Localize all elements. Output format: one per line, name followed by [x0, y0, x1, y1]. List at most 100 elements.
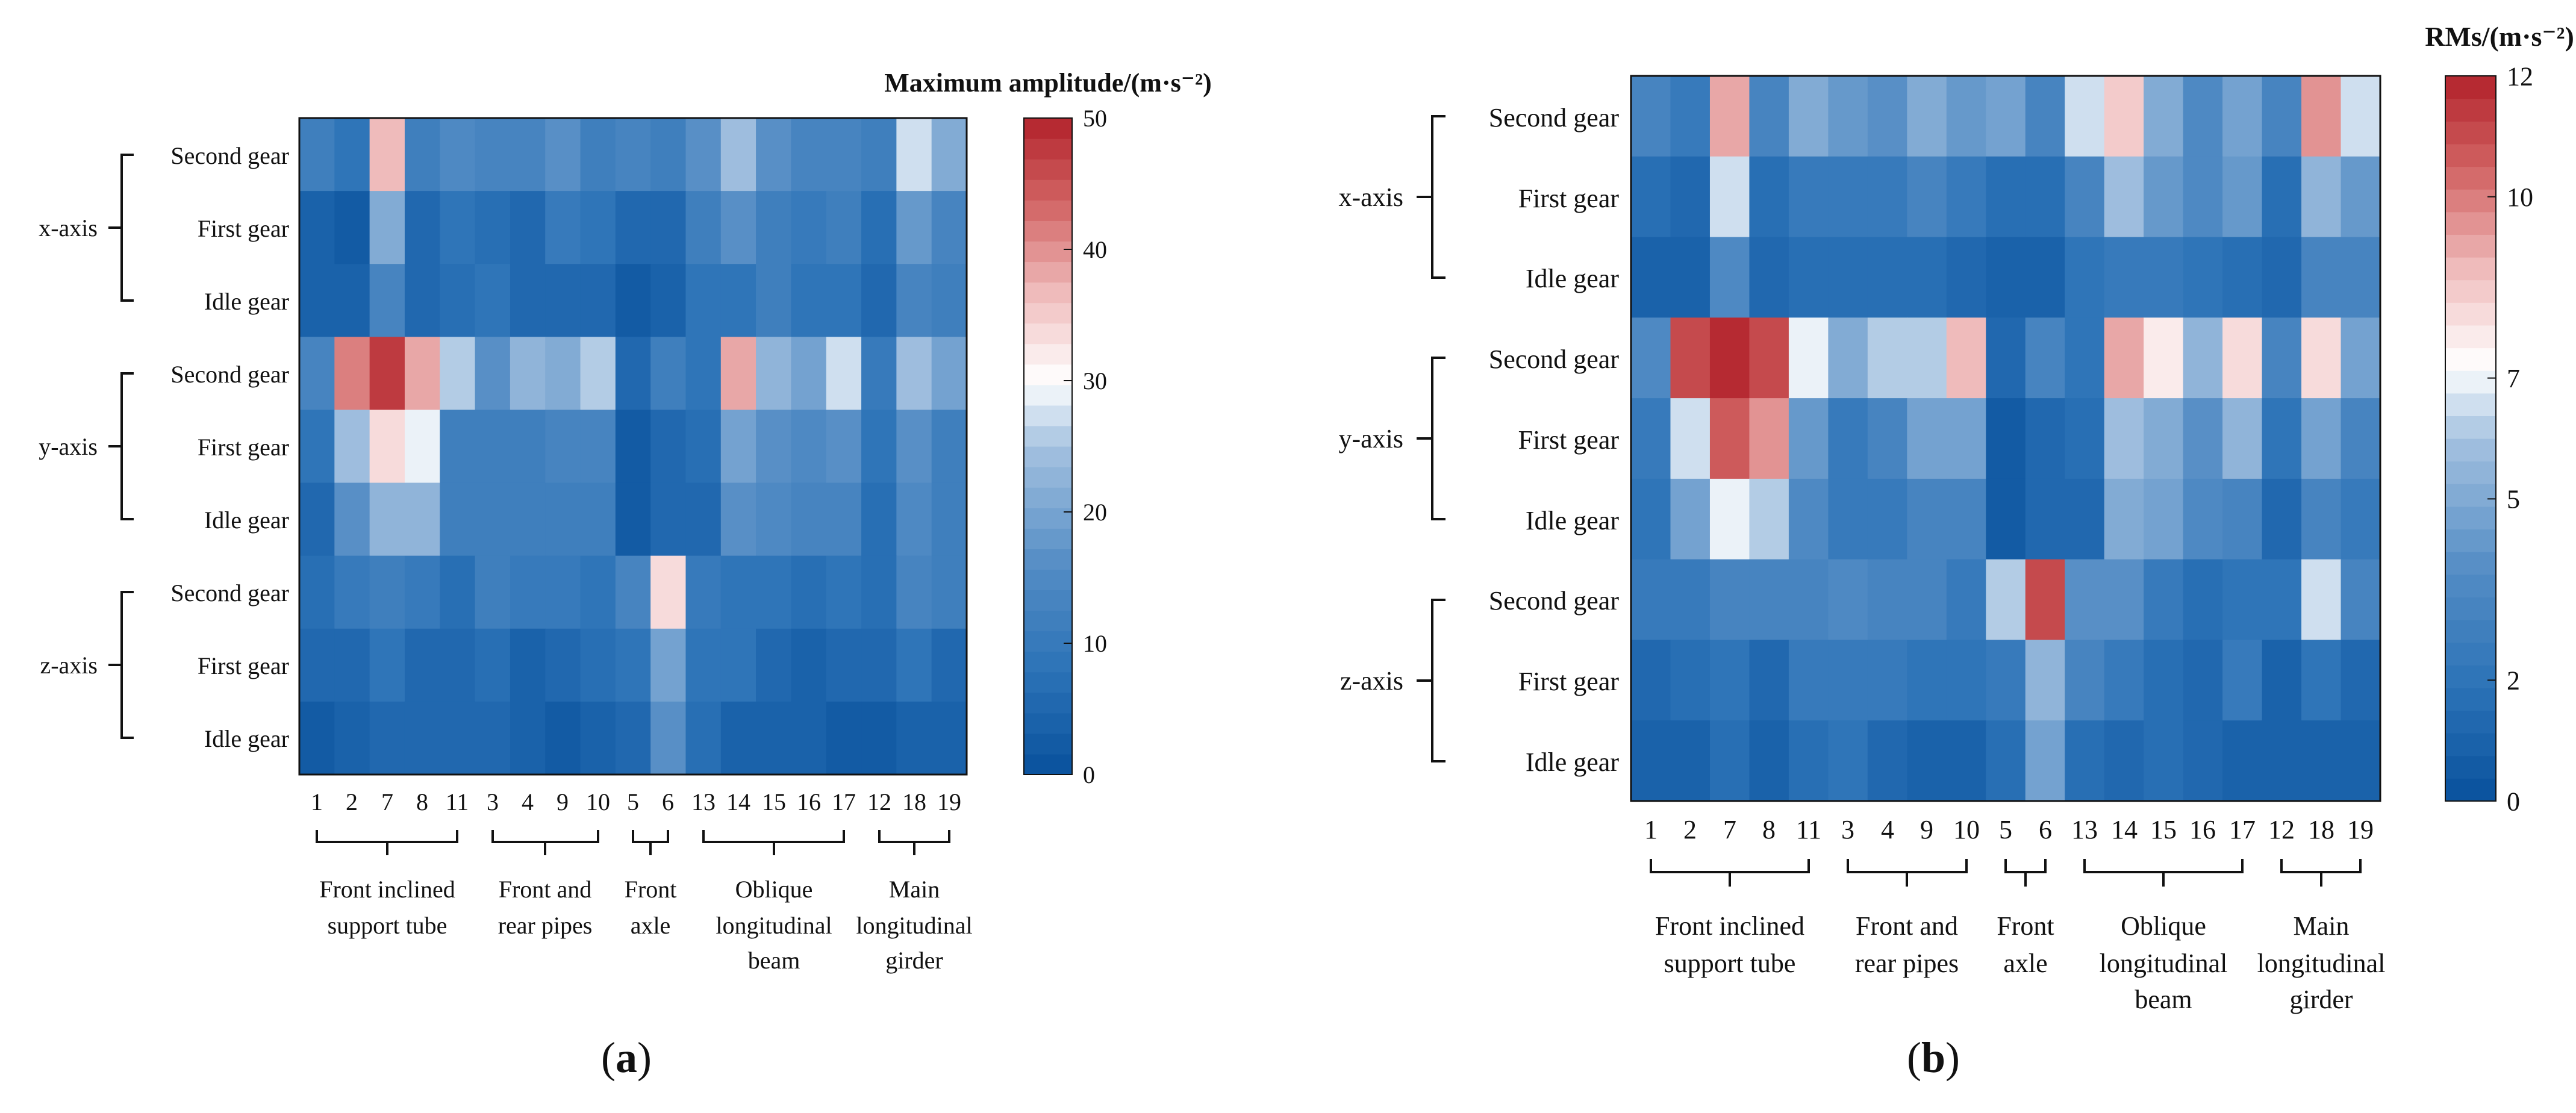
heatmap-cell: [1631, 237, 1671, 318]
b-x-tick-label: 14: [2111, 815, 2138, 844]
heatmap-cell: [2183, 398, 2223, 479]
b-x-tick-label: 18: [2308, 815, 2334, 844]
colorbar-segment: [1024, 241, 1072, 263]
heatmap-cell: [1709, 237, 1750, 318]
colorbar-segment: [1024, 200, 1072, 221]
heatmap-cell: [861, 701, 897, 775]
heatmap-cell: [2301, 156, 2342, 238]
heatmap-cell: [615, 337, 651, 411]
heatmap-cell: [299, 555, 335, 629]
heatmap-cell: [1749, 720, 1789, 802]
heatmap-cell: [685, 410, 722, 484]
heatmap-cell: [440, 701, 476, 775]
heatmap-cell: [1631, 640, 1671, 721]
heatmap-cell: [1631, 317, 1671, 399]
a-bracket-z-axis: [108, 591, 134, 739]
heatmap-cell: [791, 337, 827, 411]
heatmap-cell: [2065, 478, 2105, 560]
colorbar-segment: [2445, 257, 2496, 281]
heatmap-cell: [2065, 237, 2105, 318]
heatmap-cell: [826, 628, 862, 702]
heatmap-cell: [334, 555, 370, 629]
heatmap-cell: [1788, 478, 1829, 560]
a-colorbar: [1024, 118, 1072, 775]
heatmap-cell: [1986, 237, 2026, 318]
heatmap-cell: [2025, 398, 2065, 479]
heatmap-cell: [931, 337, 967, 411]
a-row-label: First gear: [198, 434, 289, 461]
heatmap-cell: [2341, 720, 2381, 802]
heatmap-cell: [615, 191, 651, 264]
a-y-group-label: x-axis: [39, 214, 98, 242]
a-group-label: support tube: [328, 912, 448, 939]
colorbar-segment: [1024, 282, 1072, 304]
heatmap-cell: [896, 118, 932, 192]
heatmap-cell: [2183, 317, 2223, 399]
heatmap-cell: [1946, 237, 1986, 318]
a-group-label: axle: [631, 912, 671, 939]
b-colorbar-title: RMs/(m·s⁻²): [2425, 21, 2574, 52]
a-panel-label: (a): [601, 1034, 652, 1082]
a-bracket-front-inclined: [316, 830, 458, 855]
colorbar-segment: [1024, 364, 1072, 385]
heatmap-cell: [1867, 720, 1907, 802]
heatmap-cell: [2065, 720, 2105, 802]
heatmap-cell: [1946, 640, 1986, 721]
heatmap-cell: [1749, 559, 1789, 641]
b-x-tick-label: 1: [1644, 815, 1658, 844]
heatmap-cell: [299, 410, 335, 484]
heatmap-cell: [1670, 640, 1711, 721]
heatmap-cell: [510, 701, 546, 775]
heatmap-cell: [615, 701, 651, 775]
a-row-label: Idle gear: [204, 507, 289, 534]
heatmap-cell: [1986, 76, 2026, 157]
heatmap-cell: [2341, 398, 2381, 479]
heatmap-cell: [2222, 559, 2263, 641]
heatmap-cell: [440, 482, 476, 556]
b-group-label: support tube: [1664, 949, 1796, 978]
heatmap-cell: [615, 118, 651, 192]
heatmap-cell: [404, 337, 440, 411]
heatmap-cell: [1867, 559, 1907, 641]
heatmap-cell: [2144, 237, 2184, 318]
heatmap-cell: [1867, 237, 1907, 318]
heatmap-cell: [2065, 640, 2105, 721]
b-row-label: First gear: [1518, 184, 1620, 213]
b-y-row-labels: Second gear First gear Idle gear Second …: [1489, 103, 1620, 777]
heatmap-cell: [2262, 478, 2302, 560]
heatmap-cell: [2262, 317, 2302, 399]
heatmap-cell: [2104, 156, 2144, 238]
a-row-label: First gear: [198, 215, 289, 242]
heatmap-cell: [2025, 317, 2065, 399]
heatmap-cell: [2104, 237, 2144, 318]
heatmap-cell: [299, 482, 335, 556]
heatmap-cell: [650, 191, 687, 264]
colorbar-segment: [2445, 506, 2496, 530]
colorbar-segment: [1024, 733, 1072, 755]
a-x-tick-label: 17: [832, 788, 856, 815]
heatmap-cell: [931, 118, 967, 192]
heatmap-cell: [2301, 237, 2342, 318]
heatmap-cell: [1631, 720, 1671, 802]
a-panel-letter: a: [616, 1034, 637, 1082]
b-x-tick-label: 4: [1881, 815, 1894, 844]
heatmap-cell: [2301, 478, 2342, 560]
colorbar-segment: [2445, 393, 2496, 416]
b-bracket-oblique-beam: [2083, 859, 2244, 887]
heatmap-cell: [1631, 398, 1671, 479]
heatmap-cell: [2144, 559, 2184, 641]
heatmap-cell: [931, 701, 967, 775]
a-group-label: longitudinal: [716, 912, 832, 939]
heatmap-cell: [1749, 317, 1789, 399]
heatmap-cell: [2341, 478, 2381, 560]
colorbar-segment: [1024, 753, 1072, 775]
heatmap-cell: [2144, 156, 2184, 238]
heatmap-cell: [615, 482, 651, 556]
heatmap-cell: [2262, 156, 2302, 238]
heatmap-cell: [404, 628, 440, 702]
b-bracket-y-axis: [1417, 357, 1445, 520]
heatmap-cell: [334, 264, 370, 337]
heatmap-cell: [756, 628, 792, 702]
b-x-tick-label: 19: [2347, 815, 2374, 844]
heatmap-cell: [334, 628, 370, 702]
